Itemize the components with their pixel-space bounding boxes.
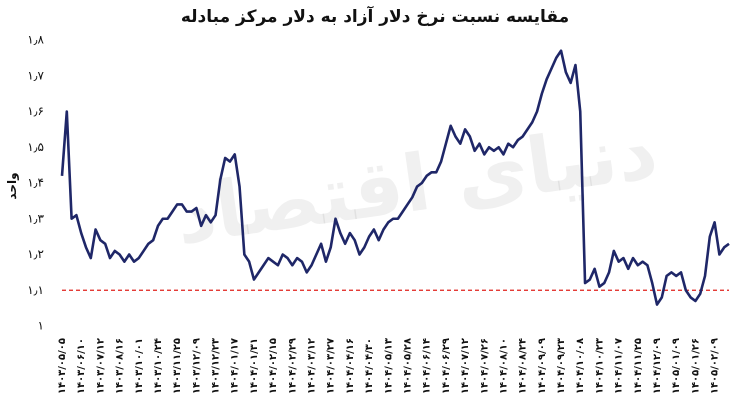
- x-tick-label: ۱۴۰۳/۱۲/۲۳: [211, 338, 222, 394]
- x-tick-label: ۱۴۰۴/۰۴/۱۶: [345, 338, 356, 394]
- x-tick-label: ۱۴۰۵/۰۲/۰۹: [710, 338, 721, 394]
- x-tick-label: ۱۴۰۴/۱۰/۲۳: [594, 338, 605, 394]
- x-tick-label: ۱۴۰۳/۱۰/۰۱: [134, 338, 145, 394]
- y-tick-label: ۱٫۷: [27, 68, 44, 82]
- x-tick-label: ۱۴۰۴/۰۲/۱۵: [268, 338, 279, 394]
- x-tick-label: ۱۴۰۴/۰۴/۳۰: [364, 338, 375, 394]
- x-tick-label: ۱۴۰۴/۰۲/۲۹: [287, 338, 298, 394]
- y-tick-label: ۱٫۲: [27, 247, 44, 261]
- x-tick-label: ۱۴۰۴/۰۳/۱۲: [307, 338, 318, 394]
- x-tick-label: ۱۴۰۴/۰۵/۲۸: [402, 338, 413, 394]
- y-axis-label: واحد: [5, 172, 20, 199]
- x-tick-label: ۱۴۰۳/۰۷/۱۲: [95, 338, 106, 394]
- x-tick-label: ۱۴۰۴/۰۶/۲۹: [441, 338, 452, 394]
- x-tick-label: ۱۴۰۴/۰۶/۱۴: [422, 338, 433, 394]
- x-tick-label: ۱۴۰۴/۱۲/۰۹: [652, 338, 663, 394]
- x-tick-label: ۱۴۰۳/۰۶/۱۰: [76, 338, 87, 394]
- x-tick-label: ۱۴۰۳/۰۵/۰۵: [57, 338, 68, 394]
- y-tick-label: ۱: [38, 319, 44, 333]
- x-tick-label: ۱۴۰۴/۰۷/۱۲: [460, 338, 471, 394]
- y-tick-label: ۱٫۶: [27, 104, 44, 118]
- data-line: [60, 49, 730, 306]
- x-tick-label: ۱۴۰۴/۰۳/۲۷: [326, 338, 337, 394]
- x-tick-label: ۱۴۰۴/۰۱/۳۱: [249, 338, 260, 394]
- y-tick-label: ۱٫۳: [27, 211, 44, 225]
- y-tick-label: ۱٫۴: [27, 176, 44, 190]
- x-tick-label: ۱۴۰۴/۰۷/۲۶: [479, 338, 490, 394]
- x-tick-label: ۱۴۰۴/۰۱/۱۷: [230, 338, 241, 394]
- y-tick-label: ۱٫۸: [27, 33, 44, 47]
- x-tick-label: ۱۴۰۳/۱۱/۲۵: [172, 338, 183, 394]
- x-tick-label: ۱۴۰۴/۱۱/۲۵: [633, 338, 644, 394]
- x-tick-label: ۱۴۰۴/۰۸/۱۰: [498, 338, 509, 394]
- y-tick-label: ۱٫۱: [27, 283, 44, 297]
- x-tick-label: ۱۴۰۴/۱۰/۰۸: [575, 338, 586, 394]
- chart-title: مقایسه نسبت نرخ دلار آزاد به دلار مرکز م…: [181, 5, 569, 27]
- x-tick-label: ۱۴۰۳/۱۰/۲۴: [153, 338, 164, 394]
- x-tick-label: ۱۴۰۳/۱۲/۰۹: [191, 338, 202, 394]
- x-tick-label: ۱۴۰۴/۰۹/۰۹: [537, 338, 548, 394]
- x-tick-label: ۱۴۰۴/۱۱/۰۷: [614, 338, 625, 394]
- x-tick-label: ۱۴۰۵/۰۱/۰۹: [671, 338, 682, 394]
- x-tick-label: ۱۴۰۵/۰۱/۲۶: [690, 338, 701, 394]
- y-tick-label: ۱٫۵: [27, 140, 44, 154]
- x-tick-label: ۱۴۰۳/۰۸/۱۶: [115, 338, 126, 394]
- x-tick-label: ۱۴۰۴/۰۸/۲۴: [518, 338, 529, 394]
- x-tick-label: ۱۴۰۴/۰۹/۲۳: [556, 338, 567, 394]
- x-tick-label: ۱۴۰۴/۰۵/۱۳: [383, 338, 394, 394]
